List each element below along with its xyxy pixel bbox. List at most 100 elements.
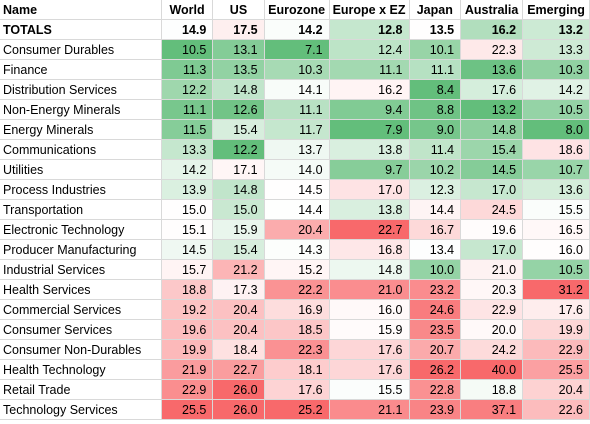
heatmap-cell: 22.9 — [460, 299, 524, 320]
heatmap-cell: 20.4 — [212, 319, 265, 340]
heatmap-cell: 26.0 — [212, 379, 265, 400]
heatmap-cell: 21.2 — [212, 259, 265, 280]
heatmap-cell: 10.5 — [522, 99, 590, 120]
heatmap-cell: 18.8 — [161, 279, 214, 300]
heatmap-body: TOTALS 14.9 17.5 14.2 12.8 13.5 16.2 13.2 Consum… — [0, 19, 590, 420]
heatmap-cell: 8.0 — [522, 119, 590, 140]
heatmap-cell: 15.0 — [212, 199, 265, 220]
heatmap-cell: 15.2 — [264, 259, 330, 280]
heatmap-cell: 22.7 — [212, 359, 265, 380]
heatmap-cell: 13.1 — [212, 39, 265, 60]
heatmap-cell: 26.0 — [212, 399, 265, 420]
heatmap-cell: 12.6 — [212, 99, 265, 120]
heatmap-cell: 20.4 — [522, 379, 590, 400]
heatmap-row-process-industries: Process Industries 13.9 14.8 14.5 17.0 12.3 17… — [0, 179, 590, 200]
heatmap-cell: 18.6 — [522, 139, 590, 160]
heatmap-cell: 14.8 — [212, 79, 265, 100]
heatmap-cell: 23.9 — [409, 399, 462, 420]
heatmap-cell: 21.0 — [460, 259, 524, 280]
heatmap-cell: 11.3 — [161, 59, 214, 80]
heatmap-cell: 20.3 — [460, 279, 524, 300]
heatmap-row-electronic-technology: Electronic Technology 15.1 15.9 20.4 22.7 16.… — [0, 219, 590, 240]
heatmap-cell: 14.9 — [161, 19, 214, 40]
heatmap-cell: 15.4 — [460, 139, 524, 160]
heatmap-cell: 14.8 — [212, 179, 265, 200]
row-label: Industrial Services — [0, 259, 162, 280]
heatmap-cell: 22.3 — [460, 39, 524, 60]
row-label: Non-Energy Minerals — [0, 99, 162, 120]
heatmap-cell: 17.6 — [522, 299, 590, 320]
heatmap-cell: 23.2 — [409, 279, 462, 300]
heatmap-cell: 14.5 — [460, 159, 524, 180]
heatmap-cell: 26.2 — [409, 359, 462, 380]
heatmap-cell: 37.1 — [460, 399, 524, 420]
heatmap-cell: 17.0 — [460, 179, 524, 200]
heatmap-row-industrial-services: Industrial Services 15.7 21.2 15.2 14.8 10.0 2… — [0, 259, 590, 280]
heatmap-row-finance: Finance 11.3 13.5 10.3 11.1 11.1 13.6 10.3 — [0, 59, 590, 80]
heatmap-cell: 18.4 — [212, 339, 265, 360]
heatmap-row-health-services: Health Services 18.8 17.3 22.2 21.0 23.2 20.3 3… — [0, 279, 590, 300]
heatmap-cell: 22.7 — [329, 219, 410, 240]
heatmap-cell: 13.2 — [460, 99, 524, 120]
heatmap-cell: 11.5 — [161, 119, 214, 140]
heatmap-cell: 17.6 — [329, 339, 410, 360]
heatmap-cell: 13.5 — [212, 59, 265, 80]
heatmap-row-consumer-services: Consumer Services 19.6 20.4 18.5 15.9 23.5 20.… — [0, 319, 590, 340]
heatmap-cell: 12.2 — [212, 139, 265, 160]
heatmap-cell: 17.1 — [212, 159, 265, 180]
heatmap-cell: 31.2 — [522, 279, 590, 300]
heatmap-row-utilities: Utilities 14.2 17.1 14.0 9.7 10.2 14.5 10.7 — [0, 159, 590, 180]
row-label: Health Technology — [0, 359, 162, 380]
heatmap-cell: 10.5 — [522, 259, 590, 280]
heatmap-cell: 14.0 — [264, 159, 330, 180]
heatmap-cell: 14.2 — [522, 79, 590, 100]
heatmap-row-consumer-non-durables: Consumer Non-Durables 19.9 18.4 22.3 17.6 20.… — [0, 339, 590, 360]
row-label: Electronic Technology — [0, 219, 162, 240]
row-label: Energy Minerals — [0, 119, 162, 140]
corner-header: Name — [0, 0, 162, 20]
row-label: Consumer Services — [0, 319, 162, 340]
heatmap-cell: 21.1 — [329, 399, 410, 420]
heatmap-cell: 10.3 — [522, 59, 590, 80]
heatmap-row-health-technology: Health Technology 21.9 22.7 18.1 17.6 26.2 40.… — [0, 359, 590, 380]
heatmap-cell: 10.1 — [409, 39, 462, 60]
row-label: Finance — [0, 59, 162, 80]
row-label: Retail Trade — [0, 379, 162, 400]
heatmap-cell: 20.7 — [409, 339, 462, 360]
heatmap-cell: 16.0 — [522, 239, 590, 260]
heatmap-cell: 40.0 — [460, 359, 524, 380]
heatmap-cell: 11.1 — [264, 99, 330, 120]
heatmap-cell: 10.5 — [161, 39, 214, 60]
heatmap-cell: 13.6 — [522, 179, 590, 200]
heatmap-cell: 12.2 — [161, 79, 214, 100]
heatmap-row-consumer-durables: Consumer Durables 10.5 13.1 7.1 12.4 10.1 22.3… — [0, 39, 590, 60]
heatmap-cell: 15.5 — [522, 199, 590, 220]
heatmap-cell: 22.8 — [409, 379, 462, 400]
heatmap-cell: 11.1 — [161, 99, 214, 120]
heatmap-cell: 14.3 — [264, 239, 330, 260]
heatmap-row-commercial-services: Commercial Services 19.2 20.4 16.9 16.0 24.6 2… — [0, 299, 590, 320]
heatmap-cell: 9.4 — [329, 99, 410, 120]
column-header-eurozone: Eurozone — [264, 0, 330, 20]
row-label: TOTALS — [0, 19, 162, 40]
heatmap-row-technology-services: Technology Services 25.5 26.0 25.2 21.1 23.9 3… — [0, 399, 590, 420]
heatmap-cell: 19.6 — [161, 319, 214, 340]
heatmap-cell: 18.8 — [460, 379, 524, 400]
heatmap-cell: 22.6 — [522, 399, 590, 420]
row-label: Utilities — [0, 159, 162, 180]
heatmap-cell: 22.9 — [522, 339, 590, 360]
heatmap-cell: 10.7 — [522, 159, 590, 180]
row-label: Process Industries — [0, 179, 162, 200]
heatmap-cell: 13.6 — [460, 59, 524, 80]
heatmap-cell: 13.8 — [329, 199, 410, 220]
heatmap-cell: 15.7 — [161, 259, 214, 280]
header-row: Name World US Eurozone Europe x EZ Japan… — [0, 0, 590, 20]
heatmap-cell: 24.6 — [409, 299, 462, 320]
heatmap-cell: 15.9 — [329, 319, 410, 340]
heatmap-cell: 15.9 — [212, 219, 265, 240]
heatmap-cell: 16.8 — [329, 239, 410, 260]
heatmap-cell: 17.6 — [329, 359, 410, 380]
heatmap-cell: 15.5 — [329, 379, 410, 400]
heatmap-cell: 16.7 — [409, 219, 462, 240]
